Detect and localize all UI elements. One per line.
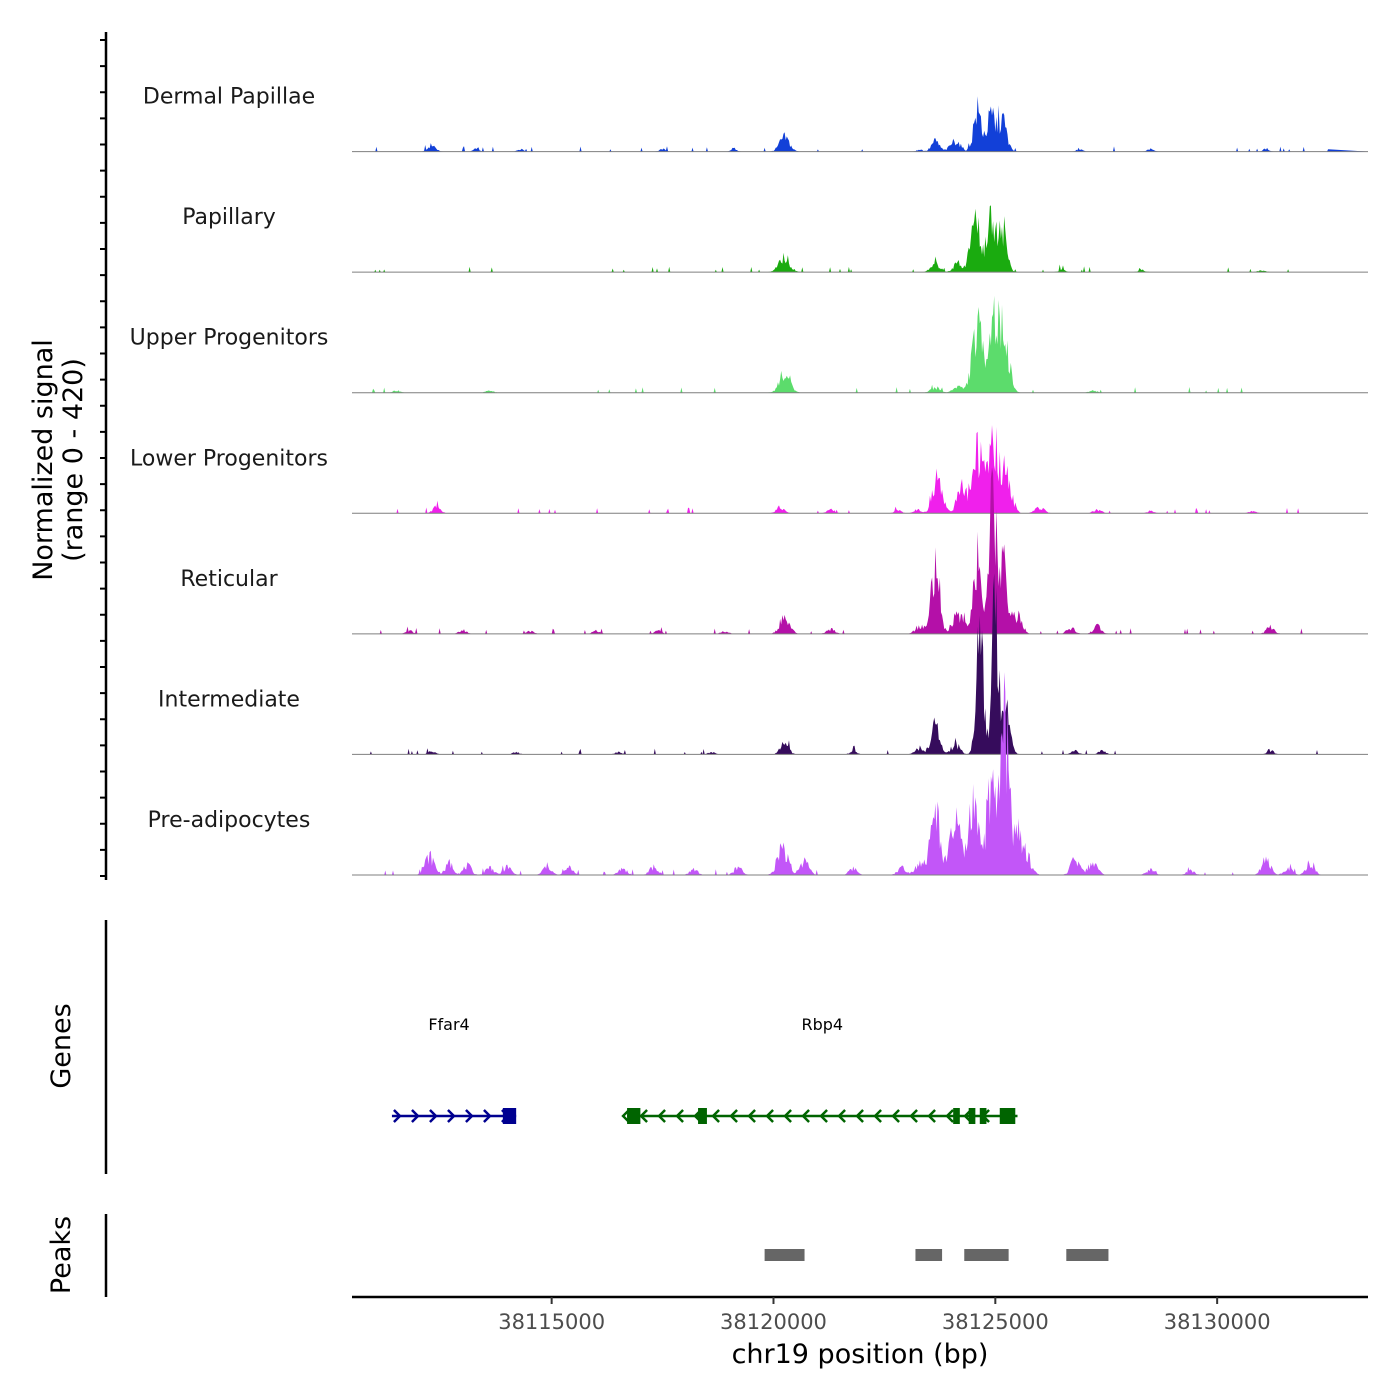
strand-arrow	[855, 1109, 864, 1123]
gene-ffar4: Ffar4	[391, 1015, 517, 1124]
exon-block	[968, 1108, 976, 1124]
peaks-track-title: Peaks	[46, 1216, 77, 1294]
strand-arrow	[945, 1109, 954, 1123]
strand-arrow	[411, 1109, 420, 1123]
strand-arrow	[447, 1109, 456, 1123]
track-label: Lower Progenitors	[130, 446, 328, 471]
track-label: Dermal Papillae	[143, 85, 315, 110]
strand-arrow	[675, 1109, 684, 1123]
strand-arrow	[891, 1109, 900, 1123]
peak-region	[964, 1249, 1009, 1261]
track-label: Papillary	[182, 205, 276, 230]
strand-arrow	[639, 1109, 648, 1123]
strand-arrow	[747, 1109, 756, 1123]
x-tick-label: 38120000	[720, 1310, 827, 1334]
strand-arrow	[873, 1109, 882, 1123]
peaks-panel	[104, 1214, 1109, 1297]
signal-area	[352, 467, 1368, 634]
signal-area	[352, 425, 1368, 514]
signal-area	[352, 573, 1368, 755]
genes-track-title: Genes	[46, 1003, 77, 1088]
y-axis-title-line2: (range 0 - 420)	[58, 358, 89, 562]
strand-arrow	[927, 1109, 936, 1123]
track-reticular: Reticular	[180, 467, 1368, 635]
x-tick-label: 38115000	[498, 1310, 605, 1334]
track-papillary: Papillary	[182, 205, 1368, 273]
track-lower-progenitors: Lower Progenitors	[130, 425, 1368, 514]
strand-arrow	[729, 1109, 738, 1123]
strand-arrow	[765, 1109, 774, 1123]
track-dermal-papillae: Dermal Papillae	[143, 85, 1368, 153]
strand-arrow	[801, 1109, 810, 1123]
genes-panel: Ffar4 Rbp4	[104, 920, 1018, 1174]
signal-area	[352, 672, 1368, 875]
x-axis: 38115000 38120000 38125000 38130000	[352, 1295, 1368, 1334]
gene-label: Rbp4	[801, 1015, 843, 1034]
strand-arrow	[783, 1109, 792, 1123]
exon-block	[979, 1108, 987, 1124]
exon-block	[953, 1108, 960, 1124]
x-tick-label: 38130000	[1164, 1310, 1271, 1334]
signal-area	[352, 96, 1368, 152]
strand-arrow	[657, 1109, 666, 1123]
strand-arrow	[711, 1109, 720, 1123]
strand-arrow	[909, 1109, 918, 1123]
strand-arrow	[837, 1109, 846, 1123]
strand-arrow	[465, 1109, 474, 1123]
signal-area	[352, 205, 1368, 273]
strand-arrow	[393, 1109, 402, 1123]
strand-arrow	[429, 1109, 438, 1123]
track-label: Intermediate	[158, 687, 300, 712]
y-axis-title: Normalized signal (range 0 - 420)	[28, 339, 89, 581]
track-label: Upper Progenitors	[130, 326, 329, 351]
gene-rbp4: Rbp4	[621, 1015, 1018, 1124]
gene-label: Ffar4	[428, 1015, 469, 1034]
coverage-panel: Dermal Papillae Papillary Upper Progenitor…	[100, 32, 1368, 880]
track-upper-progenitors: Upper Progenitors	[130, 295, 1368, 394]
track-intermediate: Intermediate	[158, 573, 1368, 755]
exon-block	[627, 1108, 641, 1124]
peak-region	[764, 1249, 805, 1261]
y-axis-title-line1: Normalized signal	[28, 339, 59, 581]
peak-region	[915, 1249, 943, 1261]
exon-block	[698, 1108, 707, 1124]
strand-arrow	[483, 1109, 492, 1123]
exon-block	[502, 1108, 517, 1124]
peak-region	[1066, 1249, 1109, 1261]
track-pre-adipocytes: Pre-adipocytes	[148, 672, 1368, 876]
x-axis-title: chr19 position (bp)	[732, 1339, 989, 1370]
exon-block	[999, 1108, 1016, 1124]
strand-arrow	[819, 1109, 828, 1123]
track-label: Pre-adipocytes	[148, 808, 311, 833]
track-label: Reticular	[180, 567, 278, 592]
x-tick-label: 38125000	[942, 1310, 1049, 1334]
signal-area	[352, 295, 1368, 393]
